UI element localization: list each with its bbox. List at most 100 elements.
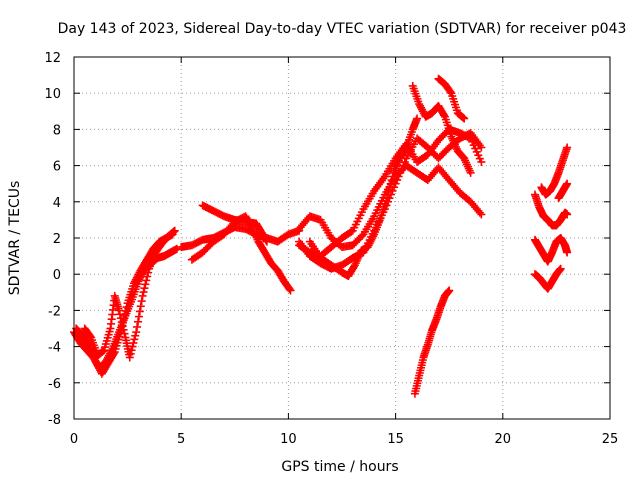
y-tick-label: -2 (48, 304, 61, 319)
data-point (416, 101, 425, 110)
data-point (172, 244, 181, 253)
data-point (357, 231, 366, 240)
data-point (133, 322, 142, 331)
data-point (415, 100, 424, 109)
series-track-11 (408, 81, 475, 177)
data-point (401, 145, 410, 154)
data-point (94, 362, 103, 371)
data-point (117, 318, 126, 327)
data-point (136, 302, 145, 311)
data-point (134, 312, 143, 321)
data-point (126, 349, 135, 358)
data-point (439, 111, 448, 120)
data-point (115, 306, 124, 315)
y-axis-label: SDTVAR / TECUs (7, 181, 23, 296)
data-point (417, 105, 426, 114)
data-point (400, 157, 409, 166)
x-tick-label: 25 (602, 432, 619, 447)
data-point (367, 235, 376, 244)
data-point (399, 161, 408, 170)
series-track-10 (305, 114, 422, 281)
data-point (383, 194, 392, 203)
data-point (120, 329, 129, 338)
data-point (115, 310, 124, 319)
x-axis-label: GPS time / hours (281, 459, 398, 475)
data-point (119, 325, 128, 334)
series-track-6 (198, 201, 271, 246)
data-point (563, 179, 572, 188)
data-point (388, 172, 397, 181)
y-tick-label: 12 (44, 51, 61, 66)
data-point (262, 237, 271, 246)
series-track-13 (410, 286, 454, 398)
data-point (563, 143, 572, 152)
data-point (131, 331, 140, 340)
data-point (125, 353, 134, 362)
data-point (141, 280, 150, 289)
data-point (91, 357, 100, 366)
y-tick-label: 4 (53, 196, 61, 211)
data-point (144, 268, 153, 277)
data-point (130, 277, 139, 286)
data-point (130, 335, 139, 344)
data-point (139, 288, 148, 297)
data-point (92, 358, 101, 367)
y-tick-labels: -8 -6 -4 -2 0 2 4 6 8 10 12 (44, 51, 61, 428)
series-track-5 (187, 212, 295, 295)
x-tick-label: 5 (177, 432, 185, 447)
series-track-15 (530, 234, 572, 266)
data-point (369, 232, 378, 241)
data-point (134, 270, 143, 279)
data-point (363, 243, 372, 252)
y-tick-label: 8 (53, 123, 61, 138)
data-point (477, 143, 486, 152)
data-point (285, 285, 294, 294)
x-tick-labels: 0 5 10 15 20 25 (70, 432, 618, 447)
data-point (121, 306, 130, 315)
data-point (347, 227, 356, 236)
y-tick-label: -4 (48, 341, 61, 356)
data-point (118, 321, 127, 330)
series-track-12 (434, 74, 469, 123)
data-point (477, 157, 486, 166)
x-tick-label: 0 (70, 432, 78, 447)
data-point (466, 168, 475, 177)
data-point (460, 114, 469, 123)
data-point (383, 190, 392, 199)
data-point (386, 179, 395, 188)
series-track-17 (537, 143, 572, 199)
data-point (128, 342, 137, 351)
data-point (93, 360, 102, 369)
data-point (109, 349, 118, 358)
data-point (127, 346, 136, 355)
chart-title: Day 143 of 2023, Sidereal Day-to-day VTE… (58, 21, 627, 37)
data-point (137, 297, 146, 306)
data-point (129, 338, 138, 347)
y-tick-label: 0 (53, 268, 61, 283)
data-point (140, 284, 149, 293)
data-point (170, 226, 179, 235)
data-point (364, 241, 373, 250)
x-tick-label: 20 (495, 432, 512, 447)
data-point (86, 332, 95, 341)
data-point (143, 272, 152, 281)
data-point (135, 307, 144, 316)
data-point (556, 264, 565, 273)
data-point (122, 303, 131, 312)
data-point (116, 314, 125, 323)
data-points (70, 74, 572, 398)
data-point (475, 208, 484, 217)
series-track-16 (530, 190, 572, 230)
data-point (365, 239, 374, 248)
data-point (349, 262, 358, 271)
data-point (446, 87, 455, 96)
x-tick-label: 15 (387, 432, 404, 447)
y-tick-label: 2 (53, 232, 61, 247)
y-tick-label: -6 (48, 377, 61, 392)
data-point (563, 210, 572, 219)
y-tick-label: 6 (53, 160, 61, 175)
y-tick-label: -8 (48, 413, 61, 428)
series-track-2 (72, 230, 177, 378)
data-point (130, 279, 139, 288)
data-point (387, 176, 396, 185)
